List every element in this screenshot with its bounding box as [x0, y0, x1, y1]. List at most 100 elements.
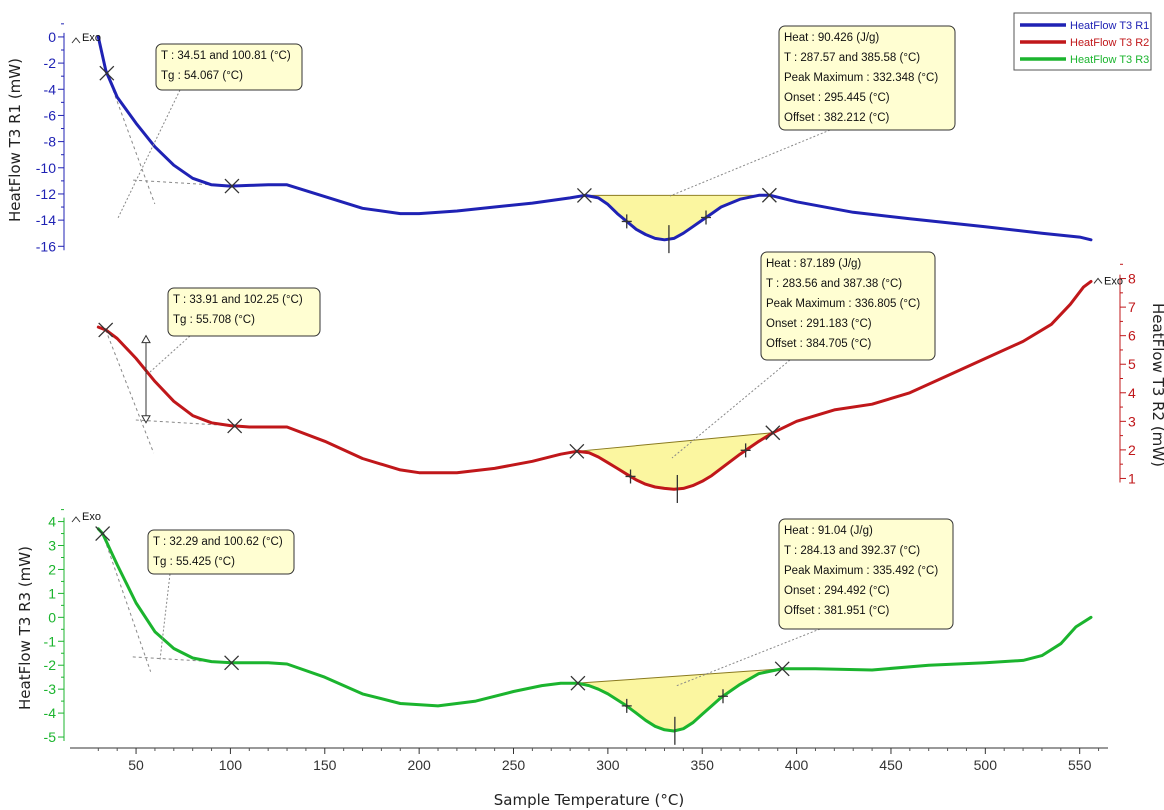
- x-axis-title: Sample Temperature (°C): [494, 791, 684, 809]
- x-marker: [569, 443, 585, 459]
- x-marker: [98, 322, 114, 338]
- annotation-box: [167, 287, 321, 337]
- annotation-text: Tg : 55.708 (°C): [173, 314, 255, 326]
- x-tick-label: 100: [219, 757, 243, 773]
- y-tick-label: -3: [44, 681, 57, 697]
- x-marker: [765, 425, 781, 441]
- x-marker: [224, 655, 240, 671]
- legend-label: HeatFlow T3 R3: [1070, 54, 1149, 66]
- x-marker: [224, 178, 240, 194]
- y-tick-label: 2: [48, 561, 56, 577]
- plus-marker: [717, 689, 728, 704]
- legend-label: HeatFlow T3 R2: [1070, 37, 1149, 49]
- annotation-text: Offset : 382.212 (°C): [784, 112, 890, 124]
- annotation-text: Tg : 55.425 (°C): [153, 556, 235, 568]
- annotation-box: [155, 43, 303, 91]
- y-tick-label: 0: [48, 609, 56, 625]
- x-tick-label: 350: [691, 757, 715, 773]
- annotation-text: Peak Maximum : 336.805 (°C): [766, 298, 920, 310]
- plus-marker: [740, 443, 751, 458]
- annotation-text: Peak Maximum : 332.348 (°C): [784, 72, 938, 84]
- annotation-box: [778, 25, 956, 131]
- annotation-text: Onset : 291.183 (°C): [766, 318, 872, 330]
- annotation-leader-line: [149, 335, 191, 373]
- y-tick-label: -4: [44, 705, 57, 721]
- x-marker: [774, 661, 790, 677]
- y-tick-label: -2: [44, 657, 57, 673]
- x-marker: [570, 675, 586, 691]
- annotation-text: T : 283.56 and 387.38 (°C): [766, 278, 902, 290]
- annotation-text: T : 287.57 and 385.58 (°C): [784, 52, 920, 64]
- x-tick-label: 200: [407, 757, 431, 773]
- exo-arrow-icon: [71, 516, 81, 523]
- y-tick-label: -14: [36, 212, 56, 228]
- peak-integration-area-1: [584, 194, 770, 241]
- x-tick-label: 150: [313, 757, 337, 773]
- annotation-text: Offset : 384.705 (°C): [766, 338, 872, 350]
- y-tick-label: -12: [36, 186, 56, 202]
- x-tick-label: 250: [502, 757, 526, 773]
- x-marker: [227, 418, 243, 434]
- annotation-leader-line: [159, 573, 171, 661]
- series-line-3: [96, 527, 1093, 733]
- annotation-box: [778, 518, 954, 630]
- y-tick-label: -6: [44, 107, 57, 123]
- y-axis-title-1: HeatFlow T3 R1 (mW): [6, 58, 24, 222]
- x-marker: [95, 526, 111, 542]
- plus-marker: [625, 469, 636, 484]
- exo-arrow-icon: [71, 37, 81, 44]
- y-tick-label: -5: [44, 729, 57, 745]
- annotation-text: T : 33.91 and 102.25 (°C): [173, 294, 303, 306]
- exo-arrow-icon: [1093, 277, 1103, 284]
- tg-baseline-line: [131, 179, 232, 187]
- annotation-text: T : 32.29 and 100.62 (°C): [153, 536, 283, 548]
- x-tick-label: 550: [1068, 757, 1092, 773]
- annotation-text: Onset : 295.445 (°C): [784, 92, 890, 104]
- x-tick-label: 50: [128, 757, 144, 773]
- y-tick-label: 3: [48, 538, 56, 554]
- series-line-2: [96, 279, 1093, 491]
- y-tick-label: 1: [1128, 470, 1136, 486]
- y-tick-label: 7: [1128, 299, 1136, 315]
- exo-label: Exo: [82, 511, 101, 523]
- x-tick-label: 400: [785, 757, 809, 773]
- plus-marker: [701, 210, 712, 225]
- arrow-head-up-icon: [141, 334, 151, 344]
- exo-label: Exo: [82, 32, 101, 44]
- y-tick-label: -10: [36, 160, 56, 176]
- y-tick-label: 1: [48, 585, 56, 601]
- y-tick-label: 0: [48, 29, 56, 45]
- y-tick-label: 6: [1128, 328, 1136, 344]
- x-marker: [761, 187, 777, 203]
- tg-tangent-line: [102, 533, 152, 672]
- annotation-text: Heat : 90.426 (J/g): [784, 32, 879, 44]
- y-axis-title-3: HeatFlow T3 R3 (mW): [16, 546, 34, 710]
- annotation-leader-line: [675, 628, 821, 687]
- y-axis-title-2: HeatFlow T3 R2 (mW): [1149, 303, 1164, 467]
- plus-marker: [621, 698, 632, 713]
- legend-label: HeatFlow T3 R1: [1070, 20, 1149, 32]
- y-tick-label: -8: [44, 134, 57, 150]
- annotation-box: [760, 251, 936, 361]
- y-tick-label: 8: [1128, 271, 1136, 287]
- annotation-text: Peak Maximum : 335.492 (°C): [784, 565, 938, 577]
- arrow-head-down-icon: [141, 415, 151, 424]
- y-tick-label: -2: [44, 55, 57, 71]
- annotation-text: Tg : 54.067 (°C): [161, 70, 243, 82]
- annotation-box: [147, 529, 295, 575]
- y-tick-label: 3: [1128, 413, 1136, 429]
- x-marker: [576, 187, 592, 203]
- y-tick-label: 4: [48, 514, 56, 530]
- y-tick-label: 5: [1128, 356, 1136, 372]
- annotation-text: Heat : 87.189 (J/g): [766, 258, 861, 270]
- y-tick-label: -1: [44, 633, 57, 649]
- annotation-text: Onset : 294.492 (°C): [784, 585, 890, 597]
- annotation-text: T : 284.13 and 392.37 (°C): [784, 545, 920, 557]
- y-tick-label: 2: [1128, 442, 1136, 458]
- exo-label: Exo: [1104, 275, 1123, 287]
- plus-marker: [621, 214, 632, 229]
- annotation-leader-line: [669, 129, 831, 197]
- x-tick-label: 300: [596, 757, 620, 773]
